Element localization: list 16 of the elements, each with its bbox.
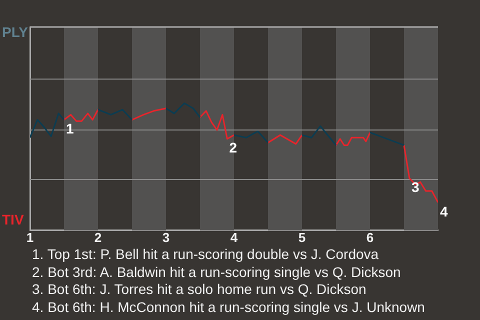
text: TIV — [2, 211, 24, 228]
x-tick-label: 4 — [230, 230, 238, 245]
x-tick-label: 6 — [366, 230, 374, 245]
annotation: 1 — [66, 120, 74, 137]
text: 4. Bot 6th: H. McConnon hit a run-scoring single vs J. Unknown — [32, 298, 426, 316]
annotation: 3 — [411, 179, 420, 196]
annotation: 2 — [229, 140, 238, 156]
text: 1. Top 1st: P. Bell hit a run-scoring double vs J. Cordova — [32, 246, 380, 264]
x-tick-label: 1 — [26, 230, 34, 245]
x-tick-label: 2 — [94, 230, 102, 245]
annotation: 4 — [440, 203, 448, 220]
text: PLY — [2, 24, 29, 40]
text: 3. Bot 6th: J. Torres hit a solo home run vs Q. Dickson — [32, 281, 368, 298]
x-tick-label: 5 — [298, 230, 306, 245]
text: 2. Bot 3rd: A. Baldwin hit a run-scoring single vs Q. Dickson — [32, 264, 402, 281]
x-tick-label: 3 — [162, 230, 170, 245]
